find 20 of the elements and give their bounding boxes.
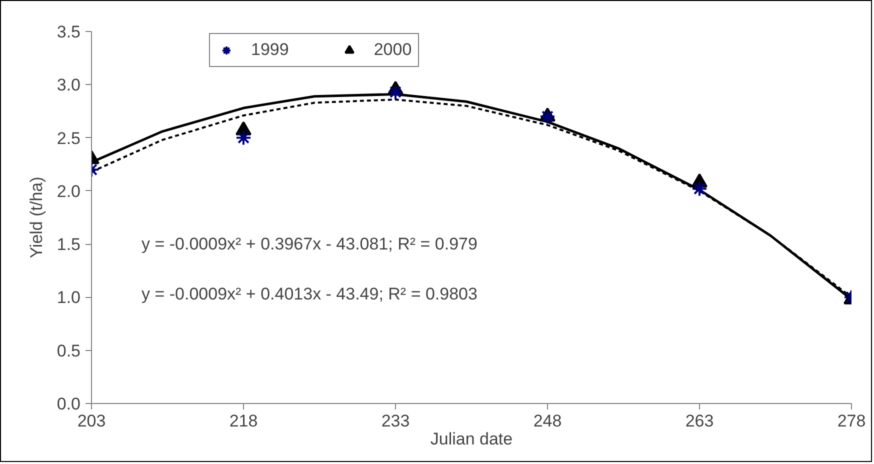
x-tick-label: 278 xyxy=(837,412,866,430)
legend-label: 2000 xyxy=(374,40,412,60)
x-axis-title: Julian date xyxy=(430,430,513,448)
x-tick-label: 248 xyxy=(533,412,562,430)
annotation: y = -0.0009x² + 0.3967x - 43.081; R² = 0.979 xyxy=(142,234,478,254)
y-tick-label: 3.0 xyxy=(56,76,81,95)
annotation: y = -0.0009x² + 0.4013x - 43.49; R² = 0.9803 xyxy=(142,284,478,304)
y-tick-label: 0.0 xyxy=(56,394,81,414)
y-tick-label: 2.0 xyxy=(56,182,81,201)
y-tick-label: 1.5 xyxy=(56,235,81,254)
y-tick-label: 1.0 xyxy=(56,288,81,308)
x-tick-label: 203 xyxy=(77,412,106,430)
y-tick-label: 2.5 xyxy=(56,128,81,148)
x-tick-label: 218 xyxy=(229,412,258,430)
x-tick-label: 233 xyxy=(381,412,410,430)
x-tick-label: 263 xyxy=(685,412,714,430)
y-tick-label: 0.5 xyxy=(56,341,81,360)
y-tick-label: 3.5 xyxy=(56,22,81,42)
y-axis-title: Yield (t/ha) xyxy=(26,176,46,258)
legend-label: 1999 xyxy=(251,40,289,60)
